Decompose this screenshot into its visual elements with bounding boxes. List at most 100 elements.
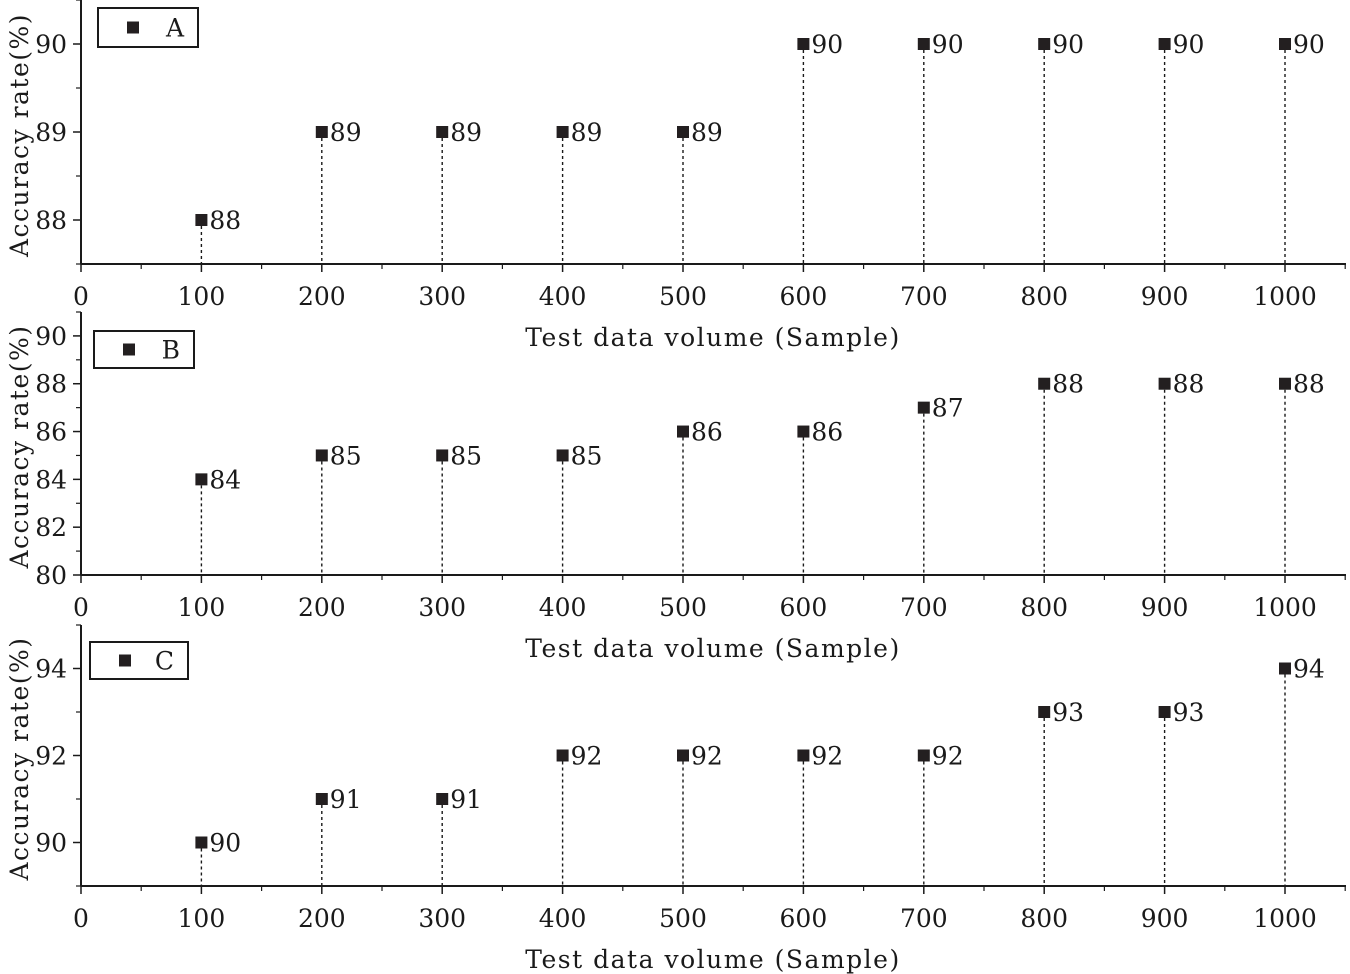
data-point-marker <box>677 749 689 762</box>
x-tick-label: 1000 <box>1253 593 1317 622</box>
x-tick-label: 0 <box>73 282 89 311</box>
y-axis-title: Accuracy rate(%) <box>5 324 34 569</box>
data-point-marker <box>917 38 930 50</box>
legend-marker <box>123 343 135 356</box>
x-tick-label: 300 <box>418 282 466 311</box>
data-label: 89 <box>571 118 603 147</box>
data-point-marker <box>556 749 569 762</box>
data-label: 87 <box>932 394 964 423</box>
data-label: 90 <box>1293 30 1325 59</box>
x-tick-label: 500 <box>659 904 707 933</box>
y-tick-label: 90 <box>35 322 67 351</box>
data-point-marker <box>1158 706 1171 718</box>
data-label: 90 <box>1173 30 1205 59</box>
x-tick-label: 200 <box>298 282 346 311</box>
y-tick-label: 90 <box>35 30 67 59</box>
data-label: 88 <box>209 206 241 235</box>
data-point-marker <box>1158 377 1171 390</box>
x-tick-label: 200 <box>298 904 346 933</box>
y-tick-label: 94 <box>35 655 67 684</box>
legend: C <box>89 641 189 680</box>
data-point-marker <box>436 126 449 138</box>
y-tick-label: 88 <box>35 370 67 399</box>
y-tick-label: 92 <box>35 742 67 771</box>
x-tick-label: 800 <box>1020 593 1068 622</box>
data-point-marker <box>1158 38 1171 50</box>
x-tick-label: 1000 <box>1253 904 1317 933</box>
legend: A <box>97 7 199 48</box>
x-tick-label: 400 <box>539 904 587 933</box>
legend-label: B <box>162 336 180 365</box>
legend-box <box>93 330 195 369</box>
y-tick-label: 90 <box>35 829 67 858</box>
panel-c: 0 100 200 300 400 500 600 700 800 900 1000 90 92 94 Te… <box>5 624 1346 974</box>
x-tick-label: 400 <box>539 593 587 622</box>
data-label: 92 <box>932 742 964 771</box>
y-tick-label: 82 <box>35 513 67 542</box>
x-tick-label: 100 <box>178 282 226 311</box>
data-label: 89 <box>450 118 482 147</box>
data-point-marker <box>1279 377 1291 390</box>
y-tick-label: 86 <box>35 418 67 447</box>
data-point-marker <box>797 749 810 762</box>
x-tick-label: 600 <box>780 282 828 311</box>
data-label: 88 <box>1052 370 1084 399</box>
data-label: 90 <box>1052 30 1084 59</box>
x-tick-label: 600 <box>780 593 828 622</box>
x-tick-label: 200 <box>298 593 346 622</box>
data-point-marker <box>917 401 930 414</box>
data-label: 85 <box>571 441 603 470</box>
panel-b: 0 100 200 300 400 500 600 700 800 900 1000 80 82 84 86… <box>5 311 1346 663</box>
panel-a: 0 100 200 300 400 500 600 700 800 900 1000 88 89 90 Te… <box>5 0 1346 352</box>
data-point-marker <box>195 473 208 486</box>
data-label: 86 <box>691 418 723 447</box>
data-point-marker <box>556 449 569 462</box>
data-point-marker <box>315 449 328 462</box>
data-point-marker <box>797 425 810 438</box>
y-axis-title: Accuracy rate(%) <box>5 13 34 258</box>
data-point-marker <box>315 126 328 138</box>
legend: B <box>93 330 195 369</box>
data-point-marker <box>195 214 208 226</box>
x-tick-label: 900 <box>1141 593 1189 622</box>
x-tick-label: 700 <box>900 904 948 933</box>
data-label: 91 <box>330 785 362 814</box>
x-tick-label: 0 <box>73 904 89 933</box>
data-point-marker <box>1038 706 1051 718</box>
data-label: 92 <box>571 742 603 771</box>
x-tick-label: 100 <box>178 904 226 933</box>
data-point-marker <box>1038 377 1051 390</box>
x-tick-label: 300 <box>418 904 466 933</box>
legend-box <box>97 7 199 48</box>
x-axis-title: Test data volume (Sample) <box>525 945 900 974</box>
data-point-marker <box>436 793 449 805</box>
x-tick-label: 0 <box>73 593 89 622</box>
data-label: 93 <box>1052 698 1084 727</box>
data-point-marker <box>917 749 930 762</box>
data-point-marker <box>315 793 328 805</box>
x-tick-label: 800 <box>1020 282 1068 311</box>
data-point-marker <box>677 425 689 438</box>
data-label: 84 <box>209 465 241 494</box>
data-point-marker <box>436 449 449 462</box>
data-point-marker <box>1279 662 1291 675</box>
legend-label: A <box>165 14 185 43</box>
data-label: 88 <box>1173 370 1205 399</box>
data-label: 88 <box>1293 370 1325 399</box>
data-label: 92 <box>691 742 723 771</box>
data-label: 91 <box>450 785 482 814</box>
data-point-marker <box>1279 38 1291 50</box>
data-label: 92 <box>811 742 843 771</box>
x-tick-label: 600 <box>780 904 828 933</box>
y-tick-label: 88 <box>35 206 67 235</box>
data-point-marker <box>556 126 569 138</box>
data-label: 89 <box>691 118 723 147</box>
data-label: 90 <box>932 30 964 59</box>
data-label: 90 <box>209 829 241 858</box>
data-label: 90 <box>811 30 843 59</box>
x-tick-label: 900 <box>1141 282 1189 311</box>
data-label: 85 <box>450 441 482 470</box>
x-tick-label: 100 <box>178 593 226 622</box>
y-axis-title: Accuracy rate(%) <box>5 636 34 881</box>
data-label: 89 <box>330 118 362 147</box>
